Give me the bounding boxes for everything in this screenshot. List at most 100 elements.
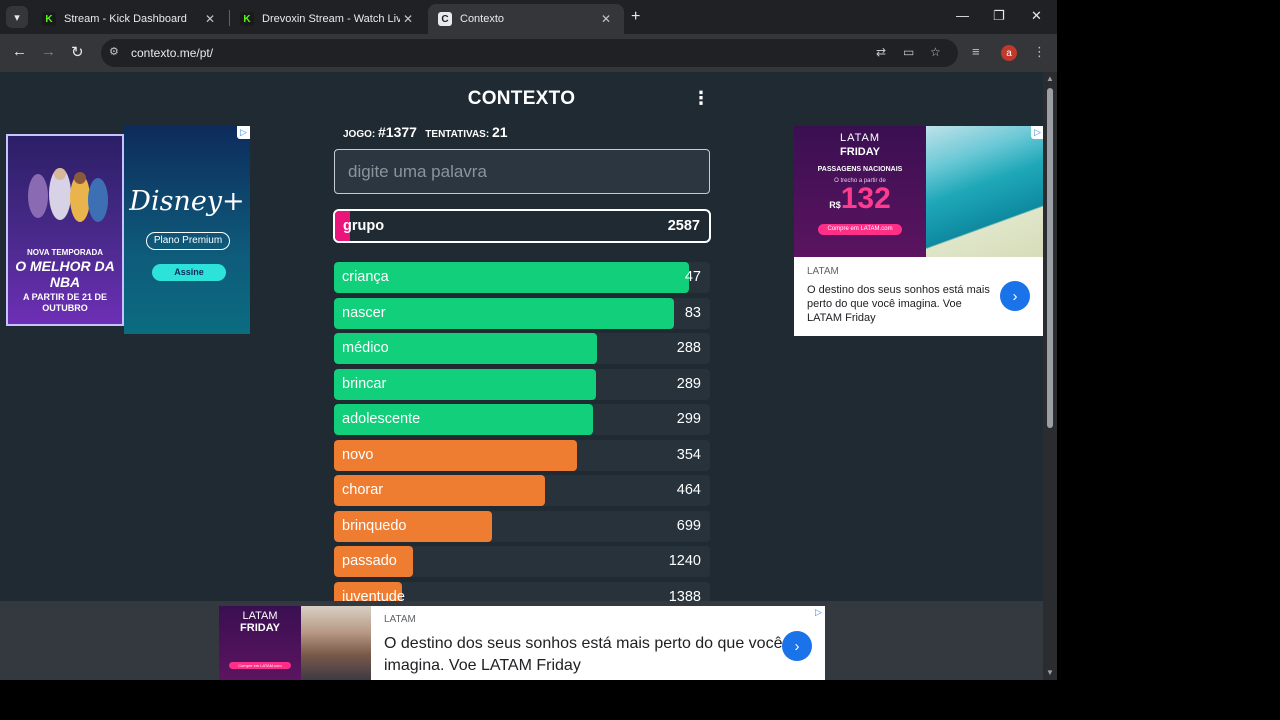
guess-word: chorar: [342, 482, 384, 498]
guess-word: novo: [342, 446, 374, 463]
close-tab-icon[interactable]: ✕: [600, 12, 612, 26]
guess-word: passado: [342, 553, 397, 569]
scroll-thumb[interactable]: [1047, 88, 1053, 428]
ad-headline-main: O MELHOR DA NBA: [15, 258, 115, 290]
guess-distance: 1388: [668, 588, 701, 605]
browser-menu-icon[interactable]: ⋮: [1033, 44, 1046, 59]
guess-bar: [334, 333, 598, 364]
bookmark-star-icon[interactable]: ☆: [930, 45, 941, 59]
tab-divider: [229, 10, 230, 26]
disney-plus-ad[interactable]: NOVA TEMPORADA O MELHOR DA NBA A PARTIR …: [0, 126, 250, 334]
promo-cta[interactable]: Compre em LATAM.com: [818, 224, 902, 235]
promo-brand: LATAM: [839, 132, 881, 144]
maximize-icon[interactable]: ❐: [993, 8, 1005, 23]
guess-word: adolescente: [342, 411, 421, 427]
scroll-up-icon[interactable]: ▲: [1046, 74, 1054, 83]
back-icon[interactable]: ←: [12, 43, 27, 60]
guess-distance: 1240: [668, 553, 701, 569]
close-tab-icon[interactable]: ✕: [402, 12, 414, 26]
browser-toolbar: ← → ↻ ⚙ contexto.me/pt/ ⇄ ▭ ☆ ≡ ⋮: [0, 34, 1057, 72]
guess-bar: [334, 510, 492, 542]
guess-distance: 699: [676, 517, 701, 534]
adchoices-icon[interactable]: ▷: [1031, 126, 1043, 139]
browser-window: ▾ K Stream - Kick Dashboard ✕ K Drevoxin…: [0, 0, 1057, 680]
tab-search-icon[interactable]: ▾: [6, 6, 28, 28]
contexto-page: CONTEXTO ⋮ JOGO: #1377 TENTATIVAS: 21 gr…: [0, 72, 1043, 680]
promo-event: FRIDAY: [840, 146, 880, 158]
guess-bar: [334, 262, 690, 293]
promo-event: FRIDAY: [240, 622, 280, 634]
tab-kick-dashboard[interactable]: K Stream - Kick Dashboard ✕: [32, 4, 228, 34]
url-text[interactable]: contexto.me/pt/: [131, 46, 214, 60]
price-value: 132: [840, 182, 891, 215]
guess-distance: 299: [676, 411, 701, 427]
game-title: CONTEXTO: [467, 88, 576, 109]
disney-brand-panel: Disney+ Plano Premium Assine: [124, 126, 250, 334]
latam-anchor-ad[interactable]: LATAM FRIDAY Compre em LATAM.com LATAM O…: [219, 606, 825, 680]
adchoices-icon[interactable]: ▷: [237, 126, 250, 139]
guess-row: chorar 464: [334, 475, 710, 506]
contexto-icon: C: [438, 12, 452, 26]
latam-ad[interactable]: LATAM FRIDAY PASSAGENS NACIONAIS O trech…: [794, 126, 1043, 336]
page-scrollbar[interactable]: ▲ ▼: [1043, 72, 1057, 680]
new-tab-icon[interactable]: +: [631, 8, 641, 25]
advertiser-name: LATAM: [807, 266, 839, 277]
word-input[interactable]: [334, 149, 710, 194]
adchoices-icon[interactable]: ▷: [812, 606, 825, 619]
tab-title: Contexto: [460, 13, 505, 25]
chevron-right-icon[interactable]: ›: [782, 631, 812, 661]
latam-banner: LATAM FRIDAY PASSAGENS NACIONAIS O trech…: [794, 126, 1043, 257]
last-guess-row: grupo 2587: [333, 209, 711, 243]
guess-distance: 354: [676, 446, 701, 463]
ad-copy[interactable]: O destino dos seus sonhos está mais pert…: [384, 635, 783, 674]
guess-word: nascer: [342, 304, 386, 321]
profile-avatar[interactable]: a: [1001, 45, 1017, 61]
last-guess-distance: 2587: [667, 218, 700, 234]
couple-photo: [301, 606, 371, 680]
game-menu-icon[interactable]: ⋮: [692, 88, 710, 108]
promo-cta[interactable]: Compre em LATAM.com: [229, 662, 291, 669]
tab-title: Stream - Kick Dashboard: [64, 13, 187, 25]
media-controls-icon[interactable]: ≡: [972, 44, 980, 59]
tab-title: Drevoxin Stream - Watch Live on Kick: [262, 13, 400, 25]
translate-icon[interactable]: ⇄: [876, 45, 887, 59]
cast-icon[interactable]: ▭: [903, 45, 915, 59]
minimize-icon[interactable]: —: [956, 8, 969, 23]
guess-row: médico 288: [334, 333, 710, 364]
guess-row: criança 47: [334, 262, 710, 293]
close-window-icon[interactable]: ✕: [1031, 8, 1042, 23]
guess-row: nascer 83: [334, 297, 710, 329]
reload-icon[interactable]: ↻: [71, 44, 84, 61]
latam-promo: LATAM FRIDAY Compre em LATAM.com: [219, 606, 301, 680]
guess-row: novo 354: [334, 439, 710, 471]
guess-row: adolescente 299: [334, 404, 710, 435]
guess-distance: 289: [676, 375, 701, 392]
guess-word: médico: [342, 340, 389, 356]
ad-copy[interactable]: O destino dos seus sonhos está mais pert…: [807, 284, 990, 324]
guess-row: brinquedo 699: [334, 510, 710, 542]
guess-distance: 288: [676, 340, 701, 356]
tab-contexto[interactable]: C Contexto ✕: [428, 4, 624, 34]
chevron-right-icon[interactable]: ›: [1000, 281, 1030, 311]
guess-word: criança: [342, 269, 389, 285]
nba-poster: NOVA TEMPORADA O MELHOR DA NBA A PARTIR …: [6, 134, 124, 326]
ad-headline-top: NOVA TEMPORADA: [27, 248, 103, 257]
site-settings-icon[interactable]: ⚙: [109, 46, 119, 58]
close-tab-icon[interactable]: ✕: [204, 12, 216, 26]
address-bar[interactable]: ⚙ contexto.me/pt/ ⇄ ▭ ☆: [101, 39, 958, 67]
price-currency: R$: [829, 200, 841, 210]
subscribe-button[interactable]: Assine: [152, 264, 226, 281]
attempts-count: 21: [491, 124, 508, 140]
last-guess-word: grupo: [343, 218, 385, 234]
plan-badge: Plano Premium: [146, 232, 230, 250]
scroll-down-icon[interactable]: ▼: [1046, 668, 1054, 677]
tab-drevoxin-stream[interactable]: K Drevoxin Stream - Watch Live on Kick ✕: [230, 4, 426, 34]
guess-bar: [334, 368, 597, 400]
guess-bar: [334, 546, 413, 577]
guess-distance: 47: [684, 269, 701, 285]
advertiser-name: LATAM: [384, 614, 416, 625]
guess-bar: [334, 404, 594, 435]
forward-icon[interactable]: →: [41, 43, 56, 60]
players-image: [28, 168, 108, 222]
promo-brand: LATAM: [242, 610, 278, 622]
